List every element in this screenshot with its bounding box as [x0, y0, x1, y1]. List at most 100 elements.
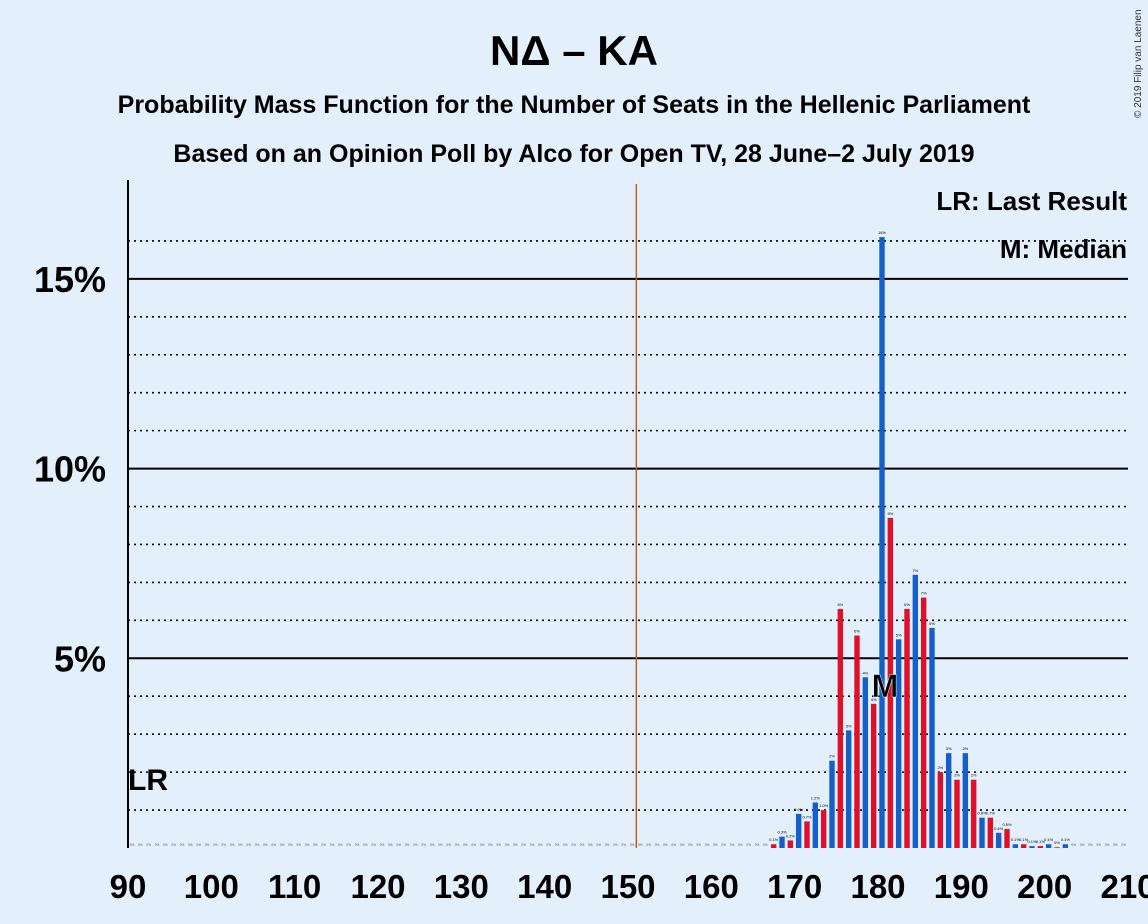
bar-value-label: 0.8%	[977, 811, 987, 816]
bar	[895, 639, 902, 848]
y-tick-label: 5%	[54, 638, 106, 679]
zero-label: 0%	[188, 843, 193, 847]
zero-label: 0%	[1080, 843, 1085, 847]
bar-value-label: 0.1%	[1011, 837, 1021, 842]
bar	[795, 813, 802, 848]
x-tick-label: 90	[110, 868, 147, 905]
zero-label: 0%	[596, 843, 601, 847]
zero-label: 0%	[546, 843, 551, 847]
bar	[787, 840, 794, 848]
chart-subtitle-2: Based on an Opinion Poll by Alco for Ope…	[173, 140, 974, 168]
bar-value-label: 16%	[878, 230, 886, 235]
bar	[987, 817, 994, 848]
zero-label: 0%	[563, 843, 568, 847]
bar	[879, 237, 885, 848]
zero-label: 0%	[338, 843, 343, 847]
zero-label: 0%	[163, 843, 168, 847]
bar	[820, 810, 827, 848]
grid	[128, 184, 1128, 848]
zero-label: 0%	[505, 843, 510, 847]
zero-label: 0%	[405, 843, 410, 847]
zero-label: 0%	[663, 843, 668, 847]
bar-value-label: 2%	[829, 754, 835, 759]
median-marker: M	[872, 668, 899, 704]
x-tick-label: 130	[434, 868, 489, 905]
bar	[970, 779, 977, 848]
bar	[904, 608, 910, 848]
zero-label: 0%	[380, 843, 385, 847]
bar	[837, 608, 844, 848]
zero-label: 0%	[580, 843, 585, 847]
bar-value-label: 0.1%	[769, 837, 779, 842]
bar	[1029, 846, 1035, 848]
x-tick-label: 120	[350, 868, 405, 905]
zero-label: 0%	[280, 843, 285, 847]
zero-label: 0%	[146, 843, 151, 847]
bar-value-label: 1.2%	[811, 795, 821, 800]
last-result-marker: LR	[128, 764, 168, 797]
zero-label: 0%	[555, 843, 560, 847]
zero-label: 0%	[1071, 843, 1076, 847]
zero-label: 0%	[1105, 843, 1110, 847]
x-tick-label: 170	[767, 868, 822, 905]
zero-label: 0%	[713, 843, 718, 847]
zero-label: 0%	[138, 843, 143, 847]
zero-label: 0%	[196, 843, 201, 847]
bar-value-label: 2%	[971, 773, 977, 778]
zero-label: 0%	[738, 843, 743, 847]
zero-label: 0%	[480, 843, 485, 847]
bar-value-label: 0.7%	[986, 811, 996, 816]
zero-label: 0%	[413, 843, 418, 847]
bar	[1004, 829, 1010, 848]
bar	[887, 517, 894, 848]
legend-last-result: LR: Last Result	[936, 186, 1127, 216]
bar-value-label: 0.1%	[1019, 837, 1029, 842]
zero-label: 0%	[488, 843, 493, 847]
zero-label: 0%	[346, 843, 351, 847]
zero-label: 0%	[646, 843, 651, 847]
zero-label: 0%	[530, 843, 535, 847]
zero-label: 0%	[171, 843, 176, 847]
zero-label: 0%	[613, 843, 618, 847]
bar	[929, 627, 935, 848]
zero-label: 0%	[455, 843, 460, 847]
zero-label: 0%	[521, 843, 526, 847]
copyright: © 2019 Filip van Laenen	[1133, 9, 1144, 118]
bar-value-label: 0.1%	[1061, 837, 1071, 842]
bar-value-label: 2%	[954, 773, 960, 778]
zero-label: 0%	[671, 843, 676, 847]
zero-label: 0%	[680, 843, 685, 847]
bars: 0.1% 0.3%0.2% 0.9% 0.7% 1.2% 1.0% 2% 6% 3% 6% 4% 4%…	[769, 230, 1071, 849]
zero-label: 0%	[655, 843, 660, 847]
bar-value-label: 3%	[846, 723, 852, 728]
x-tick-label: 140	[517, 868, 572, 905]
bar-value-label: 9%	[887, 511, 893, 516]
chart-subtitle-1: Probability Mass Function for the Number…	[118, 91, 1031, 119]
bar-value-label: 7%	[912, 568, 918, 573]
bar	[1037, 846, 1044, 848]
zero-labels: 0% 0% 0% 0% 0% 0% 0% 0% 0% 0% 0% 0% 0% 0% 0% 0% 0% 0% 0% 0%…	[130, 843, 1126, 847]
bar-value-label: 0.7%	[802, 814, 812, 819]
zero-label: 0%	[605, 843, 610, 847]
bar-value-label: 6%	[929, 621, 935, 626]
bar-value-label: 2%	[937, 765, 943, 770]
zero-label: 0%	[730, 843, 735, 847]
zero-label: 0%	[471, 843, 476, 847]
bar	[1062, 844, 1069, 848]
zero-label: 0%	[763, 843, 768, 847]
bar-value-label: 7%	[921, 591, 927, 596]
bar-value-label: 3%	[946, 746, 952, 751]
bar	[1012, 844, 1019, 848]
bar	[862, 677, 869, 848]
bar-value-label: 0.2%	[786, 833, 796, 838]
x-tick-label: 190	[934, 868, 989, 905]
bar-value-label: 0%	[1054, 840, 1060, 845]
bar-value-label: 6%	[904, 602, 910, 607]
zero-label: 0%	[638, 843, 643, 847]
zero-label: 0%	[1113, 843, 1118, 847]
zero-label: 0%	[438, 843, 443, 847]
bar	[804, 821, 810, 848]
zero-label: 0%	[513, 843, 518, 847]
